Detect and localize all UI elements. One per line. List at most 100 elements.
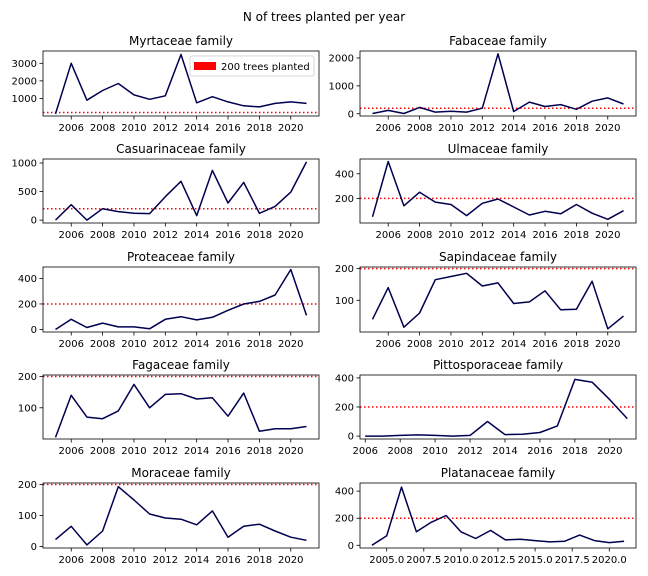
x-tick-label: 2006: [376, 339, 401, 350]
chart-panel-1: Myrtaceae family 2006 2008 2010 2012 2014 2016…: [12, 34, 320, 134]
y-tick-label: 100: [18, 403, 37, 414]
x-tick-label: 2006: [376, 230, 401, 241]
x-tick-label: 2016: [532, 230, 557, 241]
x-tick-label: 2005.0: [369, 555, 404, 566]
x-tick-label: 2020: [595, 123, 620, 134]
x-tick-label: 2016: [215, 123, 240, 134]
chart-panel-2: Fabaceae family 2006 2008 2010 2012 2014 2016 2…: [329, 34, 637, 134]
y-tick-label: 200: [335, 264, 354, 275]
x-tick-label: 2014: [501, 123, 526, 134]
series-line: [54, 53, 307, 115]
x-tick-label: 2020: [278, 339, 303, 350]
series-line: [365, 378, 628, 437]
figure-title: N of trees planted per year: [242, 10, 406, 24]
chart-panel-9: Moraceae family 2006 2008 2010 2012 2014 2016 2…: [18, 466, 320, 566]
panel-title: Ulmaceae family: [448, 142, 549, 156]
legend-box: [189, 55, 315, 77]
x-tick-label: 2017.5: [555, 555, 590, 566]
x-tick-label: 2006: [376, 123, 401, 134]
y-tick-label: 200: [335, 403, 354, 414]
y-tick-label: 100: [18, 511, 37, 522]
x-tick-label: 2020: [278, 446, 303, 457]
axes-frame: [42, 50, 320, 117]
x-tick-label: 2020: [597, 446, 622, 457]
series-line: [371, 272, 624, 330]
panel-title: Moraceae family: [131, 466, 231, 480]
x-tick-label: 2008: [90, 230, 115, 241]
x-tick-label: 2018: [562, 446, 587, 457]
x-tick-label: 2012: [457, 446, 482, 457]
series-line: [371, 486, 625, 546]
x-tick-label: 2016: [215, 339, 240, 350]
axes-frame: [42, 266, 320, 333]
series-line: [54, 161, 308, 221]
x-tick-label: 2020: [595, 339, 620, 350]
y-tick-label: 200: [18, 372, 37, 383]
panel-title: Platanaceae family: [441, 466, 556, 480]
y-tick-label: 0: [348, 541, 354, 552]
y-tick-label: 400: [335, 169, 354, 180]
y-tick-label: 200: [18, 299, 37, 310]
x-tick-label: 2008: [407, 339, 432, 350]
panel-title: Myrtaceae family: [129, 34, 233, 48]
x-tick-label: 2016: [527, 446, 552, 457]
x-tick-label: 2008: [407, 123, 432, 134]
x-tick-label: 2016: [532, 339, 557, 350]
x-tick-label: 2014: [501, 339, 526, 350]
x-tick-label: 2006: [59, 339, 84, 350]
x-tick-label: 2006: [59, 123, 84, 134]
axes-frame: [359, 374, 637, 440]
x-tick-label: 2010: [438, 123, 463, 134]
y-tick-label: 100: [335, 296, 354, 307]
series-line: [54, 383, 307, 438]
x-tick-label: 2010: [121, 230, 146, 241]
x-tick-label: 2014: [184, 446, 209, 457]
x-tick-label: 2018: [247, 123, 272, 134]
x-tick-label: 2010: [438, 230, 463, 241]
legend: 200 trees planted: [189, 55, 315, 77]
x-tick-label: 2008: [90, 339, 115, 350]
x-tick-label: 2010: [422, 446, 447, 457]
x-tick-label: 2008: [90, 555, 115, 566]
x-tick-label: 2012: [153, 230, 178, 241]
x-tick-label: 2012: [153, 446, 178, 457]
x-tick-label: 2016: [532, 123, 557, 134]
x-tick-label: 2012.5: [481, 555, 516, 566]
axes-frame: [42, 158, 320, 224]
x-tick-label: 2015.0: [518, 555, 553, 566]
x-tick-label: 2020: [278, 230, 303, 241]
x-tick-label: 2016: [215, 446, 240, 457]
x-tick-label: 2010: [438, 339, 463, 350]
x-tick-label: 2018: [247, 339, 272, 350]
x-tick-label: 2008: [407, 230, 432, 241]
y-tick-label: 0: [31, 325, 37, 336]
x-tick-label: 2010.0: [443, 555, 478, 566]
y-tick-label: 200: [335, 514, 354, 525]
axes-frame: [42, 374, 320, 440]
panel-title: Casuarinaceae family: [116, 142, 246, 156]
legend-label: 200 trees planted: [221, 62, 310, 73]
chart-panel-6: Sapindaceae family 2006 2008 2010 2012 2014 20…: [335, 250, 637, 350]
x-tick-label: 2014: [184, 230, 209, 241]
x-tick-label: 2018: [564, 339, 589, 350]
chart-panel-10: Platanaceae family 2005.0 2007.5 2010.0 2012…: [335, 466, 637, 566]
y-tick-label: 400: [335, 487, 354, 498]
x-tick-label: 2010: [121, 446, 146, 457]
x-tick-label: 2006: [353, 446, 378, 457]
panel-title: Fabaceae family: [449, 34, 547, 48]
x-tick-label: 2007.5: [406, 555, 441, 566]
x-tick-label: 2006: [59, 555, 84, 566]
x-tick-label: 2014: [501, 230, 526, 241]
x-tick-label: 2020: [278, 555, 303, 566]
x-tick-label: 2014: [492, 446, 517, 457]
axes-frame: [359, 158, 637, 224]
y-tick-label: 1000: [12, 159, 37, 170]
y-tick-label: 200: [335, 194, 354, 205]
series-line: [371, 160, 624, 221]
x-tick-label: 2020: [595, 230, 620, 241]
x-tick-label: 2014: [184, 555, 209, 566]
chart-panel-3: Casuarinaceae family 2006 2008 2010 2012 2014…: [12, 142, 320, 241]
x-tick-label: 2016: [215, 555, 240, 566]
x-tick-label: 2018: [247, 230, 272, 241]
